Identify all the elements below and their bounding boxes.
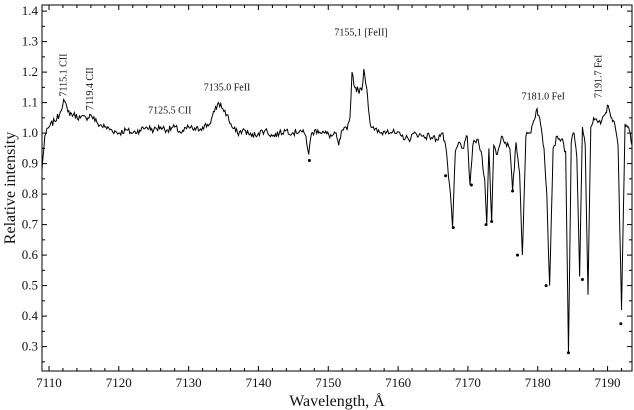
x-tick-label: 7190 [595,375,621,390]
y-axis-ticks: 0.3 0.4 0.5 0.6 0.7 0.8 0.9 1.0 1.1 1.2 1.3 1.4 [22,3,632,363]
line-marker-dot [544,284,548,288]
y-tick-label: 0.4 [22,308,39,323]
line-marker-dot [307,159,311,163]
line-marker-dot [469,183,473,187]
line-marker-dot [490,220,494,224]
x-tick-label: 7160 [385,375,411,390]
spectrum-line [41,68,633,353]
line-marker-dot [619,322,623,326]
line-annotation: 7181.0 FeI [522,92,565,103]
line-marker-dot [515,253,519,257]
line-annotation: 7135.0 FeII [204,82,251,93]
y-tick-label: 0.5 [22,278,38,293]
y-tick-label: 0.7 [22,217,39,232]
x-tick-label: 7180 [525,375,551,390]
x-tick-label: 7120 [106,375,132,390]
line-annotation: 7155,1 [FeII] [334,28,387,39]
y-tick-label: 1.2 [22,64,38,79]
y-tick-label: 1.3 [22,34,38,49]
line-marker-dot [566,351,570,355]
line-marker-dot [580,278,584,281]
x-tick-label: 7110 [36,375,62,390]
x-axis-ticks: 7110 7120 7130 7140 7150 7160 7170 7180 7190 [36,5,623,390]
y-tick-label: 0.9 [22,156,38,171]
y-tick-label: 0.8 [22,186,38,201]
line-annotation: 7119.4 CII [85,67,96,110]
plot-frame [41,4,633,372]
x-tick-label: 7150 [315,375,341,390]
line-markers [307,159,623,355]
y-tick-label: 0.3 [22,339,38,354]
line-marker-dot [444,174,448,178]
x-tick-label: 7170 [455,375,481,390]
y-axis-label: Relative intensity [2,132,19,244]
x-tick-label: 7130 [176,375,202,390]
y-tick-label: 1.4 [22,3,39,18]
line-annotation: 7191.7 FeI [593,55,604,98]
y-tick-label: 0.6 [22,247,39,262]
y-tick-label: 1.0 [22,125,38,140]
line-marker-dot [484,223,488,227]
y-tick-label: 1.1 [22,95,38,110]
line-marker-dot [451,226,455,230]
line-annotations: 7115.1 CII 7119.4 CII 7125.5 CII 7135.0 FeI… [58,28,604,117]
line-marker-dot [511,189,515,193]
line-annotation: 7125.5 CII [148,105,191,116]
x-axis-label: Wavelength, Å [289,392,385,410]
x-tick-label: 7140 [245,375,271,390]
line-annotation: 7115.1 CII [58,54,69,97]
